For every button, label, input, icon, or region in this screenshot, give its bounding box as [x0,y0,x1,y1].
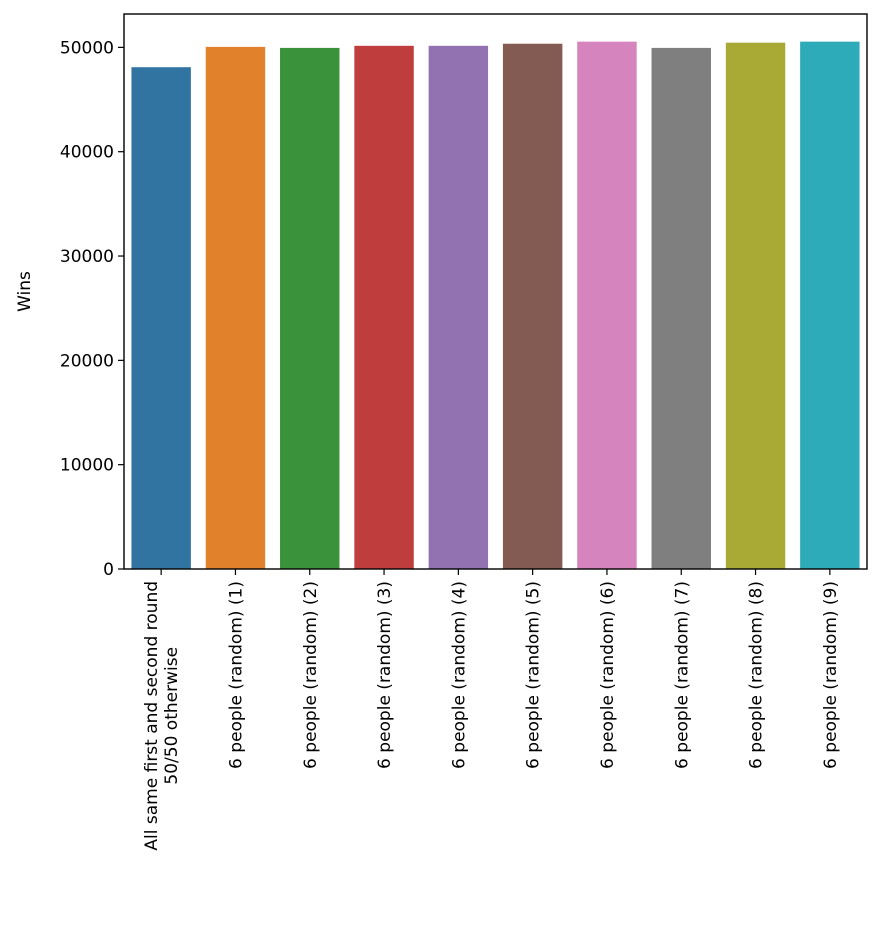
x-tick-label-2: 6 people (random) (1) [226,581,246,769]
x-tick-label-5: 6 people (random) (4) [449,581,469,769]
bar-2 [205,46,266,570]
bar-1 [131,67,191,569]
x-tick-label-4: 6 people (random) (3) [375,581,395,769]
bar-3 [280,47,340,569]
x-tick-label-7: 6 people (random) (6) [598,581,618,769]
x-tick-label-8: 6 people (random) (7) [672,581,692,769]
bar-8 [651,47,711,569]
y-axis: 0 10000 20000 30000 40000 50000 [60,38,124,580]
x-axis: All same first and second round50/50 oth… [142,569,841,851]
y-tick-label-30000: 30000 [60,247,114,267]
x-tick-label-6: 6 people (random) (5) [524,581,544,769]
y-tick-label-40000: 40000 [60,143,114,163]
bars-group [131,41,860,570]
bar-4 [354,45,414,570]
bar-9 [725,42,786,570]
y-tick-label-50000: 50000 [60,38,114,58]
y-axis-label: Wins [15,271,35,312]
y-tick-label-0: 0 [103,560,114,580]
x-tick-label-10: 6 people (random) (9) [821,581,841,769]
x-tick-label-9: 6 people (random) (8) [747,581,767,769]
plot-frame [123,13,868,570]
bar-10 [800,41,860,569]
bar-6 [502,43,563,570]
x-tick-label-3: 6 people (random) (2) [301,581,321,769]
y-tick-label-10000: 10000 [60,456,114,476]
bar-5 [428,45,489,570]
y-tick-label-20000: 20000 [60,351,114,371]
bar-7 [577,41,637,569]
x-tick-label-1: All same first and second round50/50 oth… [142,581,182,851]
